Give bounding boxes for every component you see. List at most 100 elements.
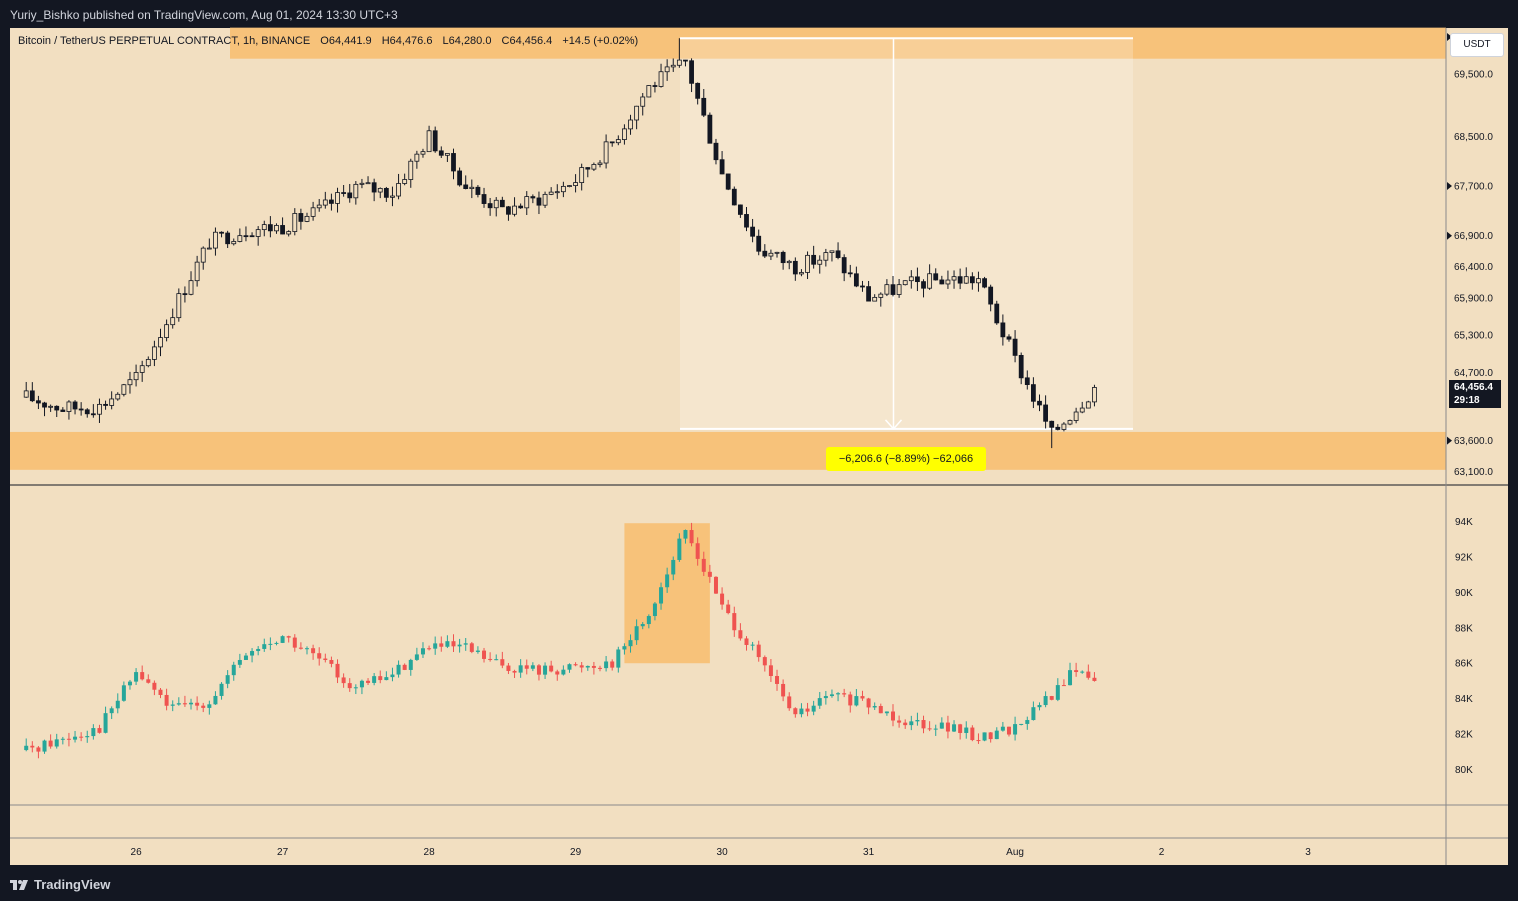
indicator-candle	[1055, 685, 1060, 700]
price-candle	[383, 187, 389, 198]
indicator-candle	[701, 558, 706, 572]
price-tick-label: 67,700.0	[1454, 182, 1493, 193]
resistance-zone	[230, 27, 1446, 59]
price-candle	[1073, 411, 1079, 421]
price-candle	[780, 251, 786, 264]
indicator-candle	[372, 676, 377, 683]
indicator-candle	[915, 720, 920, 722]
price-candle	[976, 278, 981, 284]
time-tick-label: 2	[1159, 847, 1165, 858]
price-candle	[109, 398, 115, 406]
price-candle	[1085, 401, 1091, 409]
price-candle	[206, 247, 212, 250]
indicator-candle	[811, 705, 816, 712]
price-candle	[48, 405, 54, 408]
indicator-candle	[628, 640, 633, 647]
price-candle	[90, 413, 96, 416]
volume-spike-zone	[624, 523, 710, 664]
price-candle	[573, 182, 578, 186]
price-tick-label: 65,900.0	[1454, 293, 1493, 304]
indicator-candle	[836, 693, 841, 695]
indicator-candle	[738, 630, 743, 639]
price-candle	[683, 59, 688, 62]
indicator-candle	[48, 740, 53, 747]
price-candle	[280, 225, 285, 235]
indicator-candle	[427, 648, 432, 650]
last-price-value: 64,456.4	[1454, 382, 1493, 393]
indicator-tick-label: 86K	[1455, 659, 1473, 670]
indicator-candle	[634, 626, 639, 641]
price-candle	[786, 260, 792, 264]
price-candle	[1030, 384, 1036, 402]
indicator-candle	[1006, 726, 1011, 735]
indicator-candle	[341, 677, 346, 684]
indicator-candle	[549, 665, 554, 672]
price-tick-label: 66,900.0	[1454, 231, 1493, 242]
price-candle	[689, 60, 694, 84]
indicator-candle	[359, 680, 364, 688]
price-candle	[933, 273, 939, 281]
indicator-candle	[103, 713, 108, 733]
indicator-candle	[475, 650, 480, 652]
price-candle	[237, 235, 243, 242]
time-tick-label: 31	[863, 847, 875, 858]
price-candle	[304, 215, 310, 222]
indicator-candle	[689, 530, 694, 544]
price-candle	[121, 384, 127, 395]
indicator-candle	[775, 676, 780, 684]
indicator-candle	[927, 728, 932, 730]
price-candle	[847, 272, 853, 275]
indicator-candle	[439, 643, 444, 647]
price-candle	[170, 317, 176, 326]
price-candle	[115, 393, 121, 400]
indicator-candle	[610, 661, 615, 668]
price-candle	[420, 151, 426, 155]
price-candle	[292, 213, 298, 232]
price-candle	[969, 276, 975, 284]
indicator-candle	[250, 651, 255, 656]
price-candle	[799, 272, 804, 275]
price-candle	[737, 204, 743, 215]
indicator-candle	[695, 543, 700, 559]
price-candle	[1049, 420, 1055, 428]
price-candle	[963, 276, 969, 284]
price-tick-label: 65,300.0	[1454, 331, 1493, 342]
indicator-candle	[1068, 670, 1073, 686]
indicator-candle	[482, 650, 487, 659]
indicator-candle	[793, 708, 798, 715]
price-candle	[481, 194, 487, 204]
price-candle	[1006, 336, 1012, 340]
price-candle	[725, 173, 731, 190]
support-zone	[10, 431, 1446, 470]
price-candle	[512, 205, 517, 215]
price-candle	[811, 254, 817, 265]
price-candle	[274, 225, 279, 232]
price-candle	[896, 284, 902, 295]
indicator-candle	[848, 694, 853, 706]
indicator-candle	[305, 648, 309, 650]
indicator-candle	[146, 679, 151, 683]
tradingview-logo[interactable]: TradingView	[10, 877, 110, 892]
indicator-candle	[384, 677, 389, 681]
price-candle	[298, 213, 304, 222]
price-candle	[902, 280, 908, 286]
indicator-candle	[176, 703, 181, 705]
price-candle	[347, 192, 353, 199]
price-candle	[72, 401, 78, 410]
price-candle	[145, 359, 151, 367]
price-candle	[84, 409, 90, 415]
indicator-candle	[317, 653, 322, 659]
publisher-line: Yuriy_Bishko published on TradingView.co…	[10, 8, 398, 22]
time-tick-label: 28	[424, 847, 436, 858]
price-candle	[554, 191, 560, 194]
price-candle	[402, 179, 408, 184]
indicator-candle	[231, 664, 236, 676]
indicator-candle	[543, 665, 548, 675]
indicator-candle	[750, 644, 755, 646]
price-candle	[1012, 338, 1018, 356]
indicator-candle	[555, 671, 560, 675]
price-candle	[835, 250, 841, 258]
indicator-tick-label: 92K	[1455, 552, 1473, 563]
currency-button[interactable]: USDT	[1450, 33, 1504, 57]
